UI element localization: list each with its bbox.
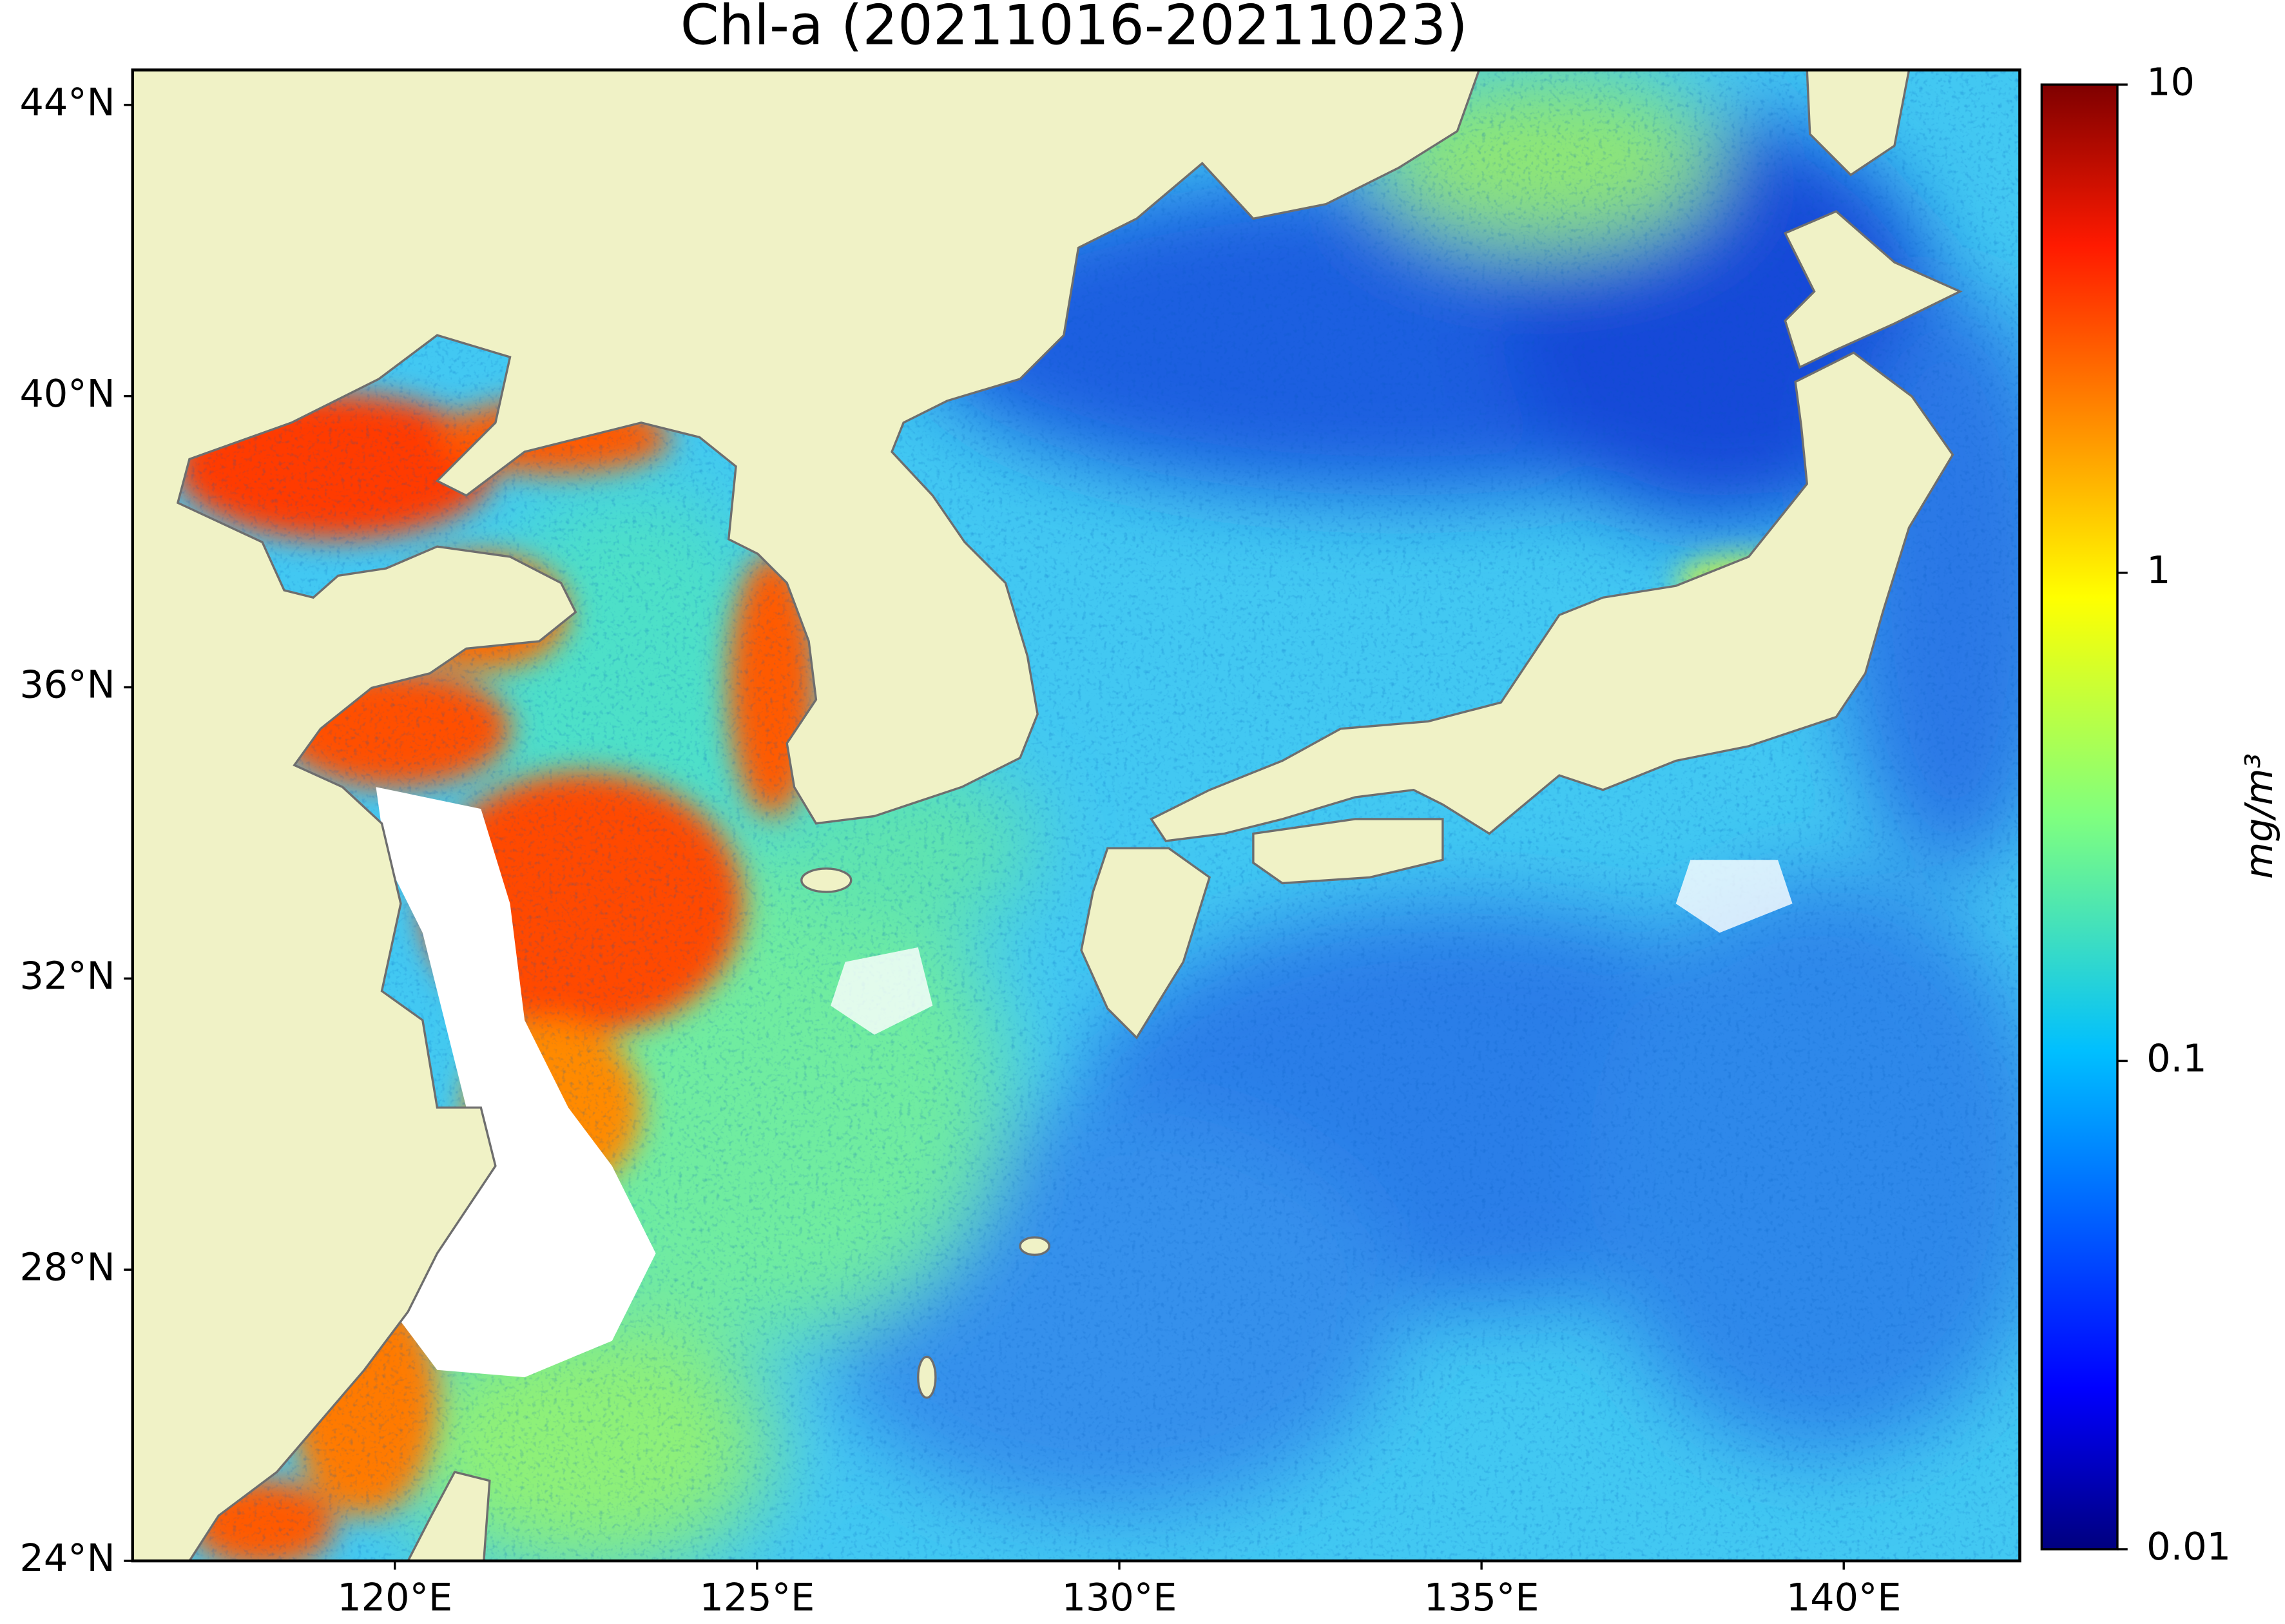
honshu: [1150, 351, 1954, 842]
x-tick-label: 140°E: [1786, 1575, 1902, 1619]
sakhalin: [1806, 70, 1911, 177]
x-tick-label: 135°E: [1424, 1575, 1539, 1619]
y-tick-label: 36°N: [19, 662, 115, 707]
y-tick-label: 24°N: [19, 1536, 115, 1580]
shikoku: [1252, 818, 1444, 885]
colorbar-tick-label: 10: [2146, 59, 2195, 104]
colorbar-tick-label: 0.01: [2146, 1524, 2231, 1569]
land: [132, 70, 1963, 1561]
y-tick-label: 40°N: [19, 371, 115, 416]
okinawa: [917, 1355, 937, 1399]
colorbar-tick-label: 0.1: [2146, 1036, 2206, 1080]
colorbar-label: mg/m³: [2237, 753, 2281, 879]
kyushu: [1080, 847, 1211, 1039]
hokkaido: [1783, 209, 1963, 369]
x-tick-label: 125°E: [700, 1575, 815, 1619]
map-area: [132, 70, 2020, 1561]
continent: [132, 70, 1481, 1561]
y-tick-label: 28°N: [19, 1244, 115, 1289]
taiwan: [407, 1471, 491, 1561]
amami: [1019, 1236, 1050, 1256]
map-title: Chl-a (20211016-20211023): [680, 0, 1468, 58]
colorbar: [2040, 83, 2119, 1551]
map-frame: [131, 68, 2021, 1563]
colorbar-tick-label: 1: [2146, 548, 2170, 592]
x-tick-label: 120°E: [337, 1575, 452, 1619]
ticks: 120°E 125°E 130°E 135°E 140°E 24°N 28°N 32°N 36°…: [19, 59, 2231, 1619]
x-tick-label: 130°E: [1062, 1575, 1177, 1619]
y-tick-label: 32°N: [19, 953, 115, 998]
y-tick-label: 44°N: [19, 80, 115, 124]
jeju: [800, 867, 853, 893]
